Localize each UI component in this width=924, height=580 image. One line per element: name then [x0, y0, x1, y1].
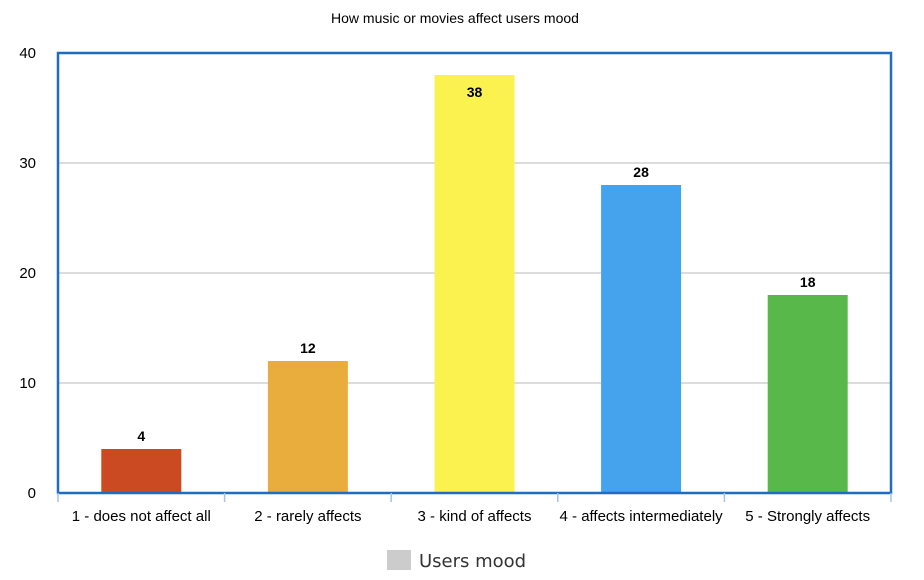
bars: [101, 75, 848, 493]
x-tick-label: 5 - Strongly affects: [745, 508, 870, 525]
data-label: 38: [467, 84, 483, 100]
y-tick-label: 30: [19, 155, 36, 172]
data-label: 12: [300, 340, 316, 356]
bar: [434, 75, 515, 493]
data-labels: 4 12 38 28 18: [137, 84, 815, 444]
legend[interactable]: Users mood: [387, 550, 526, 572]
x-tick-label: 4 - affects intermediately: [560, 508, 724, 525]
y-tick-label: 10: [19, 375, 36, 392]
data-label: 28: [633, 164, 649, 180]
y-tick-label: 20: [19, 265, 36, 282]
x-tick-label: 3 - kind of affects: [418, 508, 532, 525]
y-axis-ticks: 0 10 20 30 40: [19, 45, 36, 502]
x-tick-label: 1 - does not affect all: [72, 508, 211, 525]
x-tick-label: 2 - rarely affects: [254, 508, 361, 525]
x-axis-ticks: 1 - does not affect all 2 - rarely affect…: [57, 493, 892, 525]
data-label: 4: [137, 428, 145, 444]
plot-frame: [56, 51, 893, 495]
bar: [767, 295, 848, 493]
bar: [601, 185, 682, 493]
bar: [101, 449, 182, 493]
legend-swatch: [387, 550, 411, 570]
y-tick-label: 40: [19, 45, 36, 62]
y-tick-label: 0: [28, 485, 36, 502]
chart-title: How music or movies affect users mood: [331, 10, 579, 26]
legend-label: Users mood: [419, 551, 526, 572]
bar: [267, 361, 348, 493]
data-label: 18: [800, 274, 816, 290]
